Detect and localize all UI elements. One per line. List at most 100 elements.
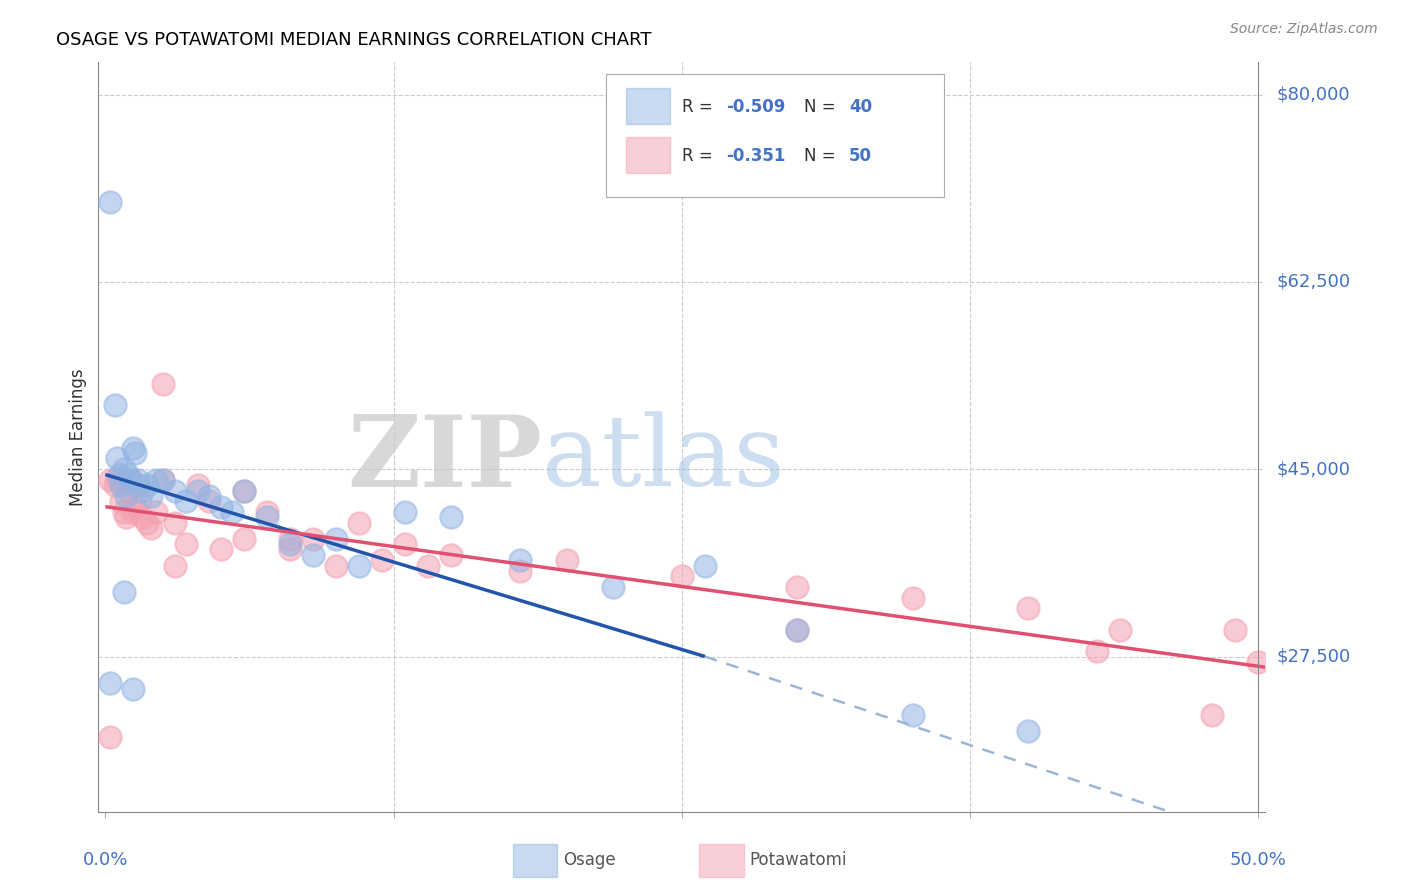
Text: R =: R = [682,98,718,116]
Text: -0.351: -0.351 [727,147,786,165]
Point [98,676,121,690]
Point [108,467,131,482]
Point [347,558,370,573]
Point [187,483,209,498]
Point [122,441,145,455]
Point [141,489,163,503]
Point [120,473,142,487]
Point [347,516,370,530]
Point [302,548,325,562]
Text: 50.0%: 50.0% [1230,851,1286,869]
Point [278,532,301,546]
Point [108,473,131,487]
Point [1017,601,1039,615]
Point [198,489,221,503]
FancyBboxPatch shape [699,844,744,877]
Point [221,505,243,519]
Point [152,473,174,487]
Point [152,473,174,487]
Text: N =: N = [804,147,841,165]
Point [671,569,693,583]
Point [103,398,125,412]
Point [163,516,186,530]
Point [256,505,278,519]
Text: atlas: atlas [541,412,785,508]
FancyBboxPatch shape [513,844,557,877]
Point [1201,708,1223,723]
Text: OSAGE VS POTAWATOMI MEDIAN EARNINGS CORRELATION CHART: OSAGE VS POTAWATOMI MEDIAN EARNINGS CORR… [56,31,652,49]
Point [124,446,146,460]
Point [232,532,254,546]
Text: 40: 40 [849,98,872,116]
Point [1017,724,1039,739]
Point [110,478,132,492]
Point [117,483,139,498]
Point [131,510,153,524]
Point [187,478,209,492]
Point [103,478,125,492]
Point [1085,644,1108,658]
FancyBboxPatch shape [626,88,671,124]
Point [112,585,135,599]
Point [117,467,139,482]
Point [145,473,167,487]
Point [145,505,167,519]
Point [131,483,153,498]
Point [135,478,157,492]
Point [1225,623,1247,637]
Point [786,623,808,637]
Point [98,730,121,744]
Point [209,500,232,514]
Text: 0.0%: 0.0% [83,851,128,869]
Point [1247,655,1270,669]
Text: Source: ZipAtlas.com: Source: ZipAtlas.com [1230,22,1378,37]
Text: N =: N = [804,98,841,116]
Point [105,451,128,466]
Point [98,473,121,487]
Point [786,580,808,594]
Point [122,681,145,696]
Point [209,542,232,557]
Text: $62,500: $62,500 [1277,273,1351,291]
Point [901,591,924,605]
Point [105,473,128,487]
Point [394,537,416,551]
Point [440,510,463,524]
Text: $27,500: $27,500 [1277,648,1351,665]
Point [786,623,808,637]
Point [325,532,347,546]
Point [122,505,145,519]
Point [112,462,135,476]
Text: ZIP: ZIP [347,411,541,508]
Point [115,489,138,503]
Point [135,516,157,530]
Point [418,558,440,573]
Point [127,473,149,487]
Point [394,505,416,519]
Point [302,532,325,546]
Text: $45,000: $45,000 [1277,460,1351,478]
Point [163,558,186,573]
Text: -0.509: -0.509 [727,98,786,116]
Point [198,494,221,508]
Point [1109,623,1132,637]
FancyBboxPatch shape [606,74,945,197]
Point [98,194,121,209]
Point [278,537,301,551]
Point [124,500,146,514]
Point [256,510,278,524]
Point [555,553,578,567]
Point [371,553,394,567]
Text: 50: 50 [849,147,872,165]
Point [602,580,624,594]
Point [115,510,138,524]
Point [278,542,301,557]
Point [112,505,135,519]
Point [509,553,531,567]
Point [127,478,149,492]
Point [693,558,716,573]
Text: Potawatomi: Potawatomi [749,852,846,870]
Point [174,537,197,551]
Point [232,483,254,498]
Point [129,494,152,508]
